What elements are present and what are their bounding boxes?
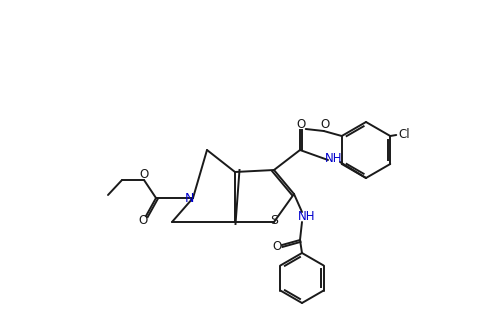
Text: NH: NH bbox=[324, 152, 342, 165]
Text: O: O bbox=[296, 119, 305, 131]
Text: O: O bbox=[138, 213, 147, 226]
Text: S: S bbox=[269, 214, 277, 227]
Text: N: N bbox=[184, 192, 193, 205]
Text: Cl: Cl bbox=[397, 127, 409, 140]
Text: O: O bbox=[272, 241, 281, 253]
Text: O: O bbox=[139, 168, 148, 180]
Text: NH: NH bbox=[298, 210, 315, 223]
Text: O: O bbox=[320, 119, 329, 131]
